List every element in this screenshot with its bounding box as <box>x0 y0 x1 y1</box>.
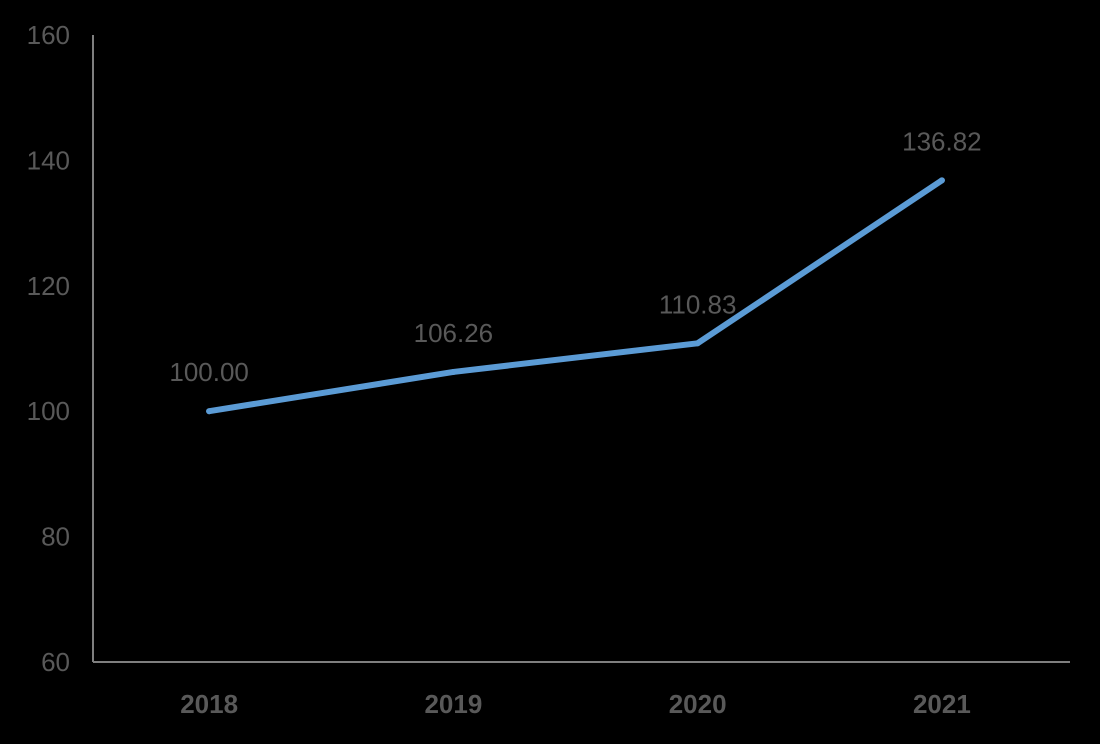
x-tick-label: 2020 <box>669 689 727 719</box>
y-tick-label: 80 <box>41 522 70 552</box>
data-point <box>938 177 945 184</box>
data-label: 100.00 <box>169 357 249 387</box>
data-label: 110.83 <box>659 289 737 319</box>
x-tick-label: 2021 <box>913 689 971 719</box>
data-labels: 100.00 106.26 110.83 136.82 <box>169 126 981 387</box>
data-point <box>206 408 213 415</box>
data-label: 106.26 <box>414 318 494 348</box>
data-point <box>450 368 457 375</box>
data-point <box>694 340 701 347</box>
y-tick-label: 160 <box>27 20 70 50</box>
y-tick-label: 60 <box>41 647 70 677</box>
y-tick-label: 140 <box>27 145 70 175</box>
data-label: 136.82 <box>902 126 982 156</box>
y-tick-label: 100 <box>27 396 70 426</box>
data-points <box>206 177 945 415</box>
series-line <box>206 177 945 415</box>
y-axis-ticks: 60 80 100 120 140 160 <box>27 20 70 677</box>
x-tick-label: 2019 <box>424 689 482 719</box>
x-tick-label: 2018 <box>180 689 238 719</box>
x-axis-ticks: 2018 2019 2020 2021 <box>180 689 971 719</box>
y-tick-label: 120 <box>27 271 70 301</box>
